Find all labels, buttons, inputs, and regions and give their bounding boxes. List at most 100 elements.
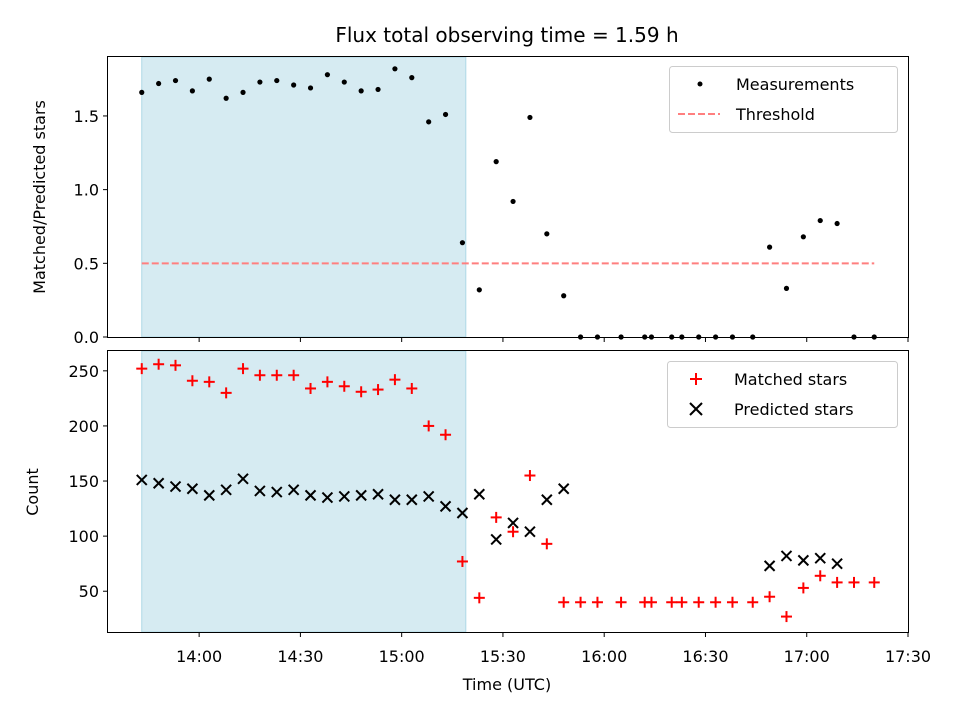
matched-star-point [305,382,317,394]
y-tick-label: 1.0 [74,181,99,200]
matched-star-point [186,375,198,387]
matched-star-point [693,596,705,608]
measurement-point [375,86,381,93]
matched-star-point [868,576,880,588]
predicted-star-point [220,484,232,496]
predicted-star-point [763,560,776,572]
matched-star-point [237,363,249,375]
y-tick-label: 150 [68,472,99,491]
matched-star-point [645,596,657,608]
matched-star-point [764,591,776,603]
predicted-star-point [152,477,165,489]
matched-star-point [848,576,860,588]
y-tick-label: 50 [79,582,99,601]
measurement-point [767,244,773,250]
measurement-point [409,75,415,81]
predicted-star-point [524,526,536,538]
legend-threshold-label: Threshold [735,105,815,124]
matched-star-point [726,596,738,608]
x-tick-label: 17:30 [885,647,931,666]
predicted-star-point [780,550,793,562]
ratio-marks [139,66,877,340]
measurement-point [307,85,314,91]
predicted-star-point [473,488,486,500]
observing-window-span [141,56,467,338]
ratio-legend-box [669,66,898,133]
predicted-star-point [422,490,435,503]
predicted-star-point [541,494,553,506]
measurement-point [156,80,162,87]
measurement-point [426,119,432,125]
matched-star-point [831,576,843,588]
measurement-point [817,217,823,224]
predicted-star-point [439,500,452,513]
y-tick-label: 0.0 [74,328,99,347]
measurement-point [189,88,195,94]
count-y-axis: 50 100 150 200 250 [68,362,108,601]
matched-star-point [780,611,792,623]
predicted-star-point [304,489,317,502]
count-marks [136,358,880,623]
matched-star-point [254,369,266,381]
measurement-point [257,79,263,85]
measurement-point [834,220,840,227]
matched-star-point [271,369,283,381]
count-legend-box [667,361,898,428]
count-legend: Matched stars Predicted stars [667,361,898,428]
measurement-point [561,293,567,299]
ratio-panel: 0.0 0.5 1.0 1.5 Matched/Predicted stars Mea… [30,56,909,347]
matched-star-point [473,592,485,604]
matched-star-point [814,570,826,582]
chart-title: Flux total observing time = 1.59 h [335,23,678,47]
measurement-point [527,114,533,121]
matched-star-point [524,470,536,482]
measurement-point [206,76,212,82]
predicted-star-point [389,494,401,506]
y-tick-label: 250 [68,362,99,381]
measurement-point [358,88,364,94]
y-tick-label: 0.5 [74,254,99,273]
matched-star-point [423,420,435,432]
matched-star-point [321,376,333,388]
legend-measurements-label: Measurements [736,75,854,94]
matched-star-point [666,596,678,608]
x-tick-label: 14:30 [277,647,323,666]
matched-star-point [170,359,182,371]
predicted-star-point [372,488,384,500]
predicted-star-point [169,480,182,493]
legend-matched-label: Matched stars [734,370,847,389]
matched-star-point [710,596,722,608]
y-tick-label: 100 [68,527,99,546]
measurement-point [341,79,347,85]
matched-star-point [136,363,148,375]
x-tick-label: 15:00 [379,647,425,666]
measurement-point [291,82,297,88]
legend-matched-marker [690,373,702,385]
measurement-point [800,234,806,240]
predicted-star-point [287,484,300,496]
predicted-star-point [321,491,334,504]
ratio-y-axis-label: Matched/Predicted stars [30,100,49,294]
matched-star-point [615,596,627,608]
measurement-point [172,77,179,84]
matched-star-point [575,596,587,608]
predicted-star-point [456,507,469,519]
measurement-point [476,287,482,293]
measurement-point [392,66,398,72]
matched-star-point [440,429,452,441]
predicted-star-point [507,517,519,529]
matched-star-point [507,526,519,538]
predicted-star-point [237,473,249,485]
measurement-point [139,89,145,95]
matched-star-point [541,538,553,550]
x-tick-label: 17:00 [784,647,830,666]
count-y-axis-label: Count [23,468,42,516]
measurement-point [324,72,331,78]
matched-star-point [456,555,468,567]
x-tick-label: 16:00 [581,647,627,666]
matched-star-point [288,369,300,381]
matched-star-point [372,384,384,396]
predicted-star-point [814,552,826,564]
x-tick-label: 14:00 [176,647,222,666]
ratio-legend: Measurements Threshold [669,66,898,133]
